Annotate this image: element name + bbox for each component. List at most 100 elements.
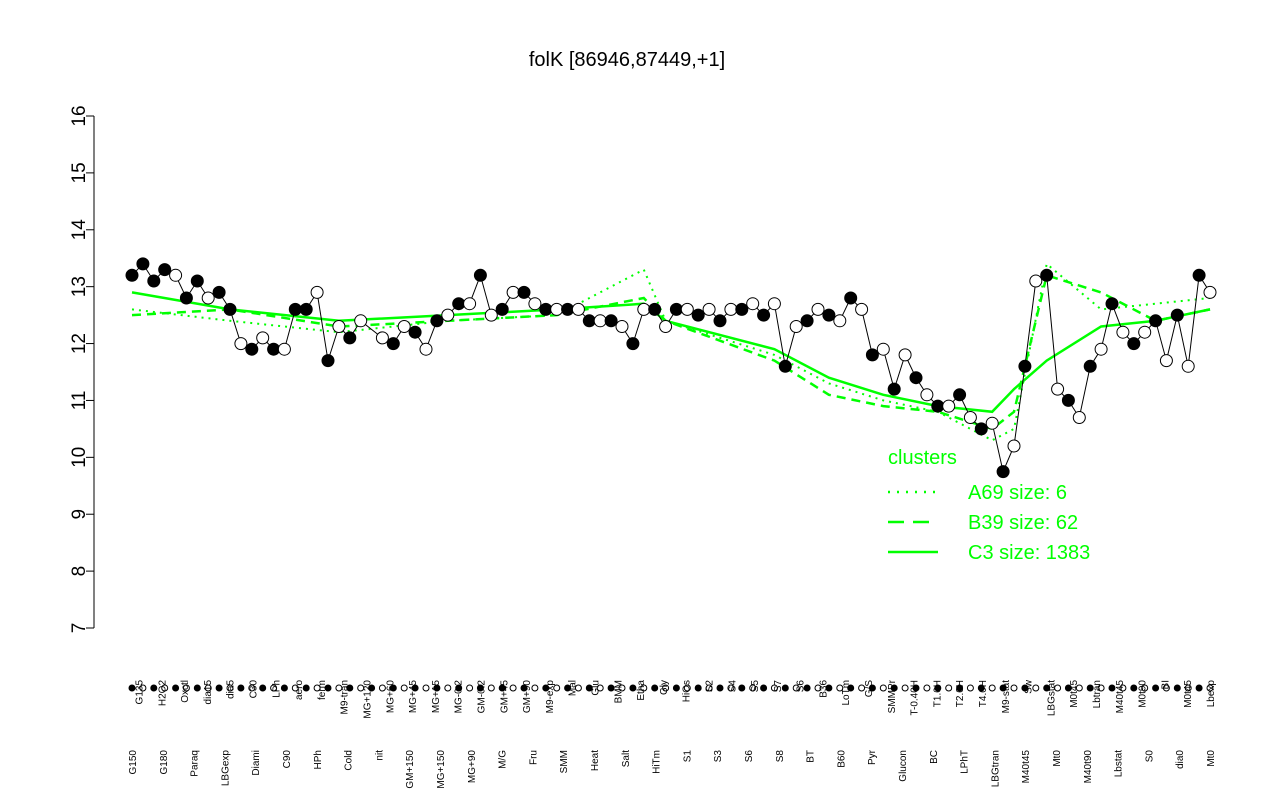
- data-point-open: [593, 314, 607, 328]
- x-rug-marker: [618, 684, 626, 692]
- data-point-filled: [1018, 359, 1032, 373]
- data-point-filled: [713, 314, 727, 328]
- x-rug-marker: [487, 684, 495, 692]
- x-tick-label: Oxctl: [180, 680, 191, 703]
- x-tick-label: Lbstat: [1114, 750, 1125, 777]
- x-tick-label: Mal: [568, 680, 579, 696]
- x-tick-label: S8: [775, 750, 786, 763]
- x-tick-label: MG+90: [467, 750, 478, 784]
- data-point-filled: [691, 308, 705, 322]
- x-rug-marker: [553, 684, 561, 692]
- x-rug-marker: [1162, 684, 1170, 692]
- data-point-filled: [974, 422, 988, 436]
- x-rug-marker: [770, 684, 778, 692]
- x-rug-marker: [912, 684, 920, 692]
- data-point-filled: [245, 342, 259, 356]
- x-rug-marker: [1032, 684, 1040, 692]
- data-point-open: [397, 320, 411, 333]
- x-rug-marker: [193, 684, 201, 692]
- x-tick-label: S0: [1144, 750, 1155, 763]
- x-rug-marker: [1064, 684, 1072, 692]
- x-rug-marker: [509, 684, 517, 692]
- x-rug-marker: [302, 684, 310, 692]
- y-tick-label: 7: [69, 623, 90, 634]
- data-point-filled: [1149, 314, 1163, 328]
- y-tick-label: 10: [69, 447, 90, 468]
- x-tick-label: Diami: [251, 750, 262, 776]
- x-tick-label: G/S: [864, 680, 875, 698]
- x-tick-label: BT: [806, 750, 817, 763]
- x-rug-marker: [270, 684, 278, 692]
- data-point-open: [332, 320, 346, 333]
- data-point-filled: [386, 337, 400, 351]
- data-point-filled: [125, 268, 139, 282]
- x-tick-label: T4.0H: [978, 680, 989, 707]
- x-tick-label: T1.0H: [932, 680, 943, 707]
- legend-label: C3 size: 1383: [968, 542, 1090, 564]
- data-point-filled: [136, 257, 150, 271]
- x-rug-marker: [259, 684, 267, 692]
- x-rug-marker: [1206, 684, 1214, 692]
- x-tick-label: Paraq: [190, 750, 201, 777]
- x-tick-label: C90: [282, 750, 293, 769]
- x-rug-marker: [466, 684, 474, 692]
- data-point-filled: [648, 302, 662, 316]
- x-tick-label: LBGstat: [1046, 680, 1057, 716]
- x-tick-label: LoTm: [841, 680, 852, 706]
- data-point-filled: [735, 302, 749, 316]
- data-point-filled: [953, 388, 967, 402]
- data-point-open: [528, 297, 542, 311]
- x-tick-label: M40t90: [1083, 750, 1094, 784]
- x-rug-marker: [934, 684, 942, 692]
- x-tick-label: M0t45: [1069, 680, 1080, 708]
- legend-label: A69 size: 6: [968, 482, 1067, 504]
- data-point-open: [789, 320, 803, 333]
- x-rug-marker: [640, 684, 648, 692]
- x-rug-marker: [542, 684, 550, 692]
- x-tick-label: dia5: [226, 680, 237, 699]
- data-point-open: [1051, 382, 1065, 396]
- data-point-filled: [1040, 268, 1054, 282]
- x-tick-label: Lbtran: [1092, 680, 1103, 708]
- data-point-open: [1138, 325, 1152, 339]
- data-point-open: [876, 342, 890, 356]
- x-rug-marker: [313, 684, 321, 692]
- x-rug-marker: [368, 684, 376, 692]
- x-rug-marker: [585, 684, 593, 692]
- data-point-open: [920, 388, 934, 402]
- data-point-filled: [800, 314, 814, 328]
- data-point-filled: [1105, 297, 1119, 311]
- x-rug-marker: [760, 684, 768, 692]
- x-rug-marker: [662, 684, 670, 692]
- data-point-open: [1007, 439, 1021, 453]
- x-rug-marker: [411, 684, 419, 692]
- x-rug-marker: [1141, 684, 1149, 692]
- y-tick-label: 8: [69, 566, 90, 577]
- data-point-open: [637, 302, 651, 316]
- x-rug-marker: [825, 684, 833, 692]
- data-point-filled: [844, 291, 858, 305]
- x-rug-marker: [139, 684, 147, 692]
- cluster-line: [131, 262, 1211, 442]
- x-rug-marker: [1086, 684, 1094, 692]
- x-tick-label: G150: [128, 750, 139, 775]
- x-tick-label: BC: [929, 750, 940, 764]
- data-point-filled: [626, 337, 640, 351]
- data-point-filled: [517, 285, 531, 299]
- x-rug-marker: [814, 684, 822, 692]
- x-rug-marker: [520, 684, 528, 692]
- x-tick-label: nit: [374, 750, 385, 761]
- x-rug-marker: [672, 684, 680, 692]
- x-rug-marker: [607, 684, 615, 692]
- y-tick-label: 16: [69, 105, 90, 126]
- x-rug-marker: [694, 684, 702, 692]
- x-rug-marker: [749, 684, 757, 692]
- data-point-filled: [1127, 337, 1141, 351]
- x-rug-marker: [1130, 684, 1138, 692]
- data-point-open: [256, 331, 270, 345]
- x-tick-label: MG+15: [431, 680, 442, 714]
- x-rug-marker: [683, 684, 691, 692]
- data-point-filled: [931, 399, 945, 413]
- data-point-open: [571, 302, 585, 316]
- data-point-open: [702, 302, 716, 316]
